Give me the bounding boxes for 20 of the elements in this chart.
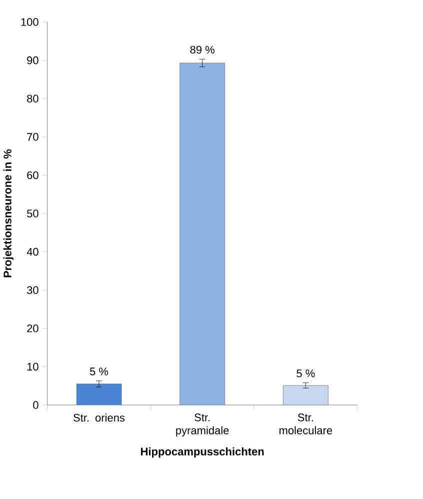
y-tick-label: 30	[26, 286, 38, 294]
x-tick-label: Str. oriens	[74, 414, 125, 422]
bar	[76, 384, 122, 405]
data-label: 89 %	[190, 46, 214, 54]
y-tick-label: 90	[27, 56, 38, 64]
y-tick-label: 60	[27, 171, 38, 180]
y-tick-label: 10	[27, 362, 38, 371]
y-tick-label: 80	[27, 94, 38, 102]
y-tick-label: 100	[21, 18, 38, 26]
y-tick-label: 20	[27, 324, 38, 332]
x-axis-title: Hippocampusschichten	[141, 447, 264, 458]
y-axis-title: Projektionsneurone in %	[3, 149, 14, 278]
y-tick-label: 70	[27, 133, 38, 141]
data-label: 5 %	[90, 368, 108, 376]
y-tick-label: 50	[27, 210, 38, 218]
x-tick-label: Str. moleculare	[279, 414, 332, 434]
y-tick-label: 40	[26, 248, 38, 256]
y-tick-label: 0	[33, 401, 38, 409]
data-label: 5 %	[296, 370, 315, 378]
x-tick-label: Str. pyramidale	[176, 414, 229, 436]
